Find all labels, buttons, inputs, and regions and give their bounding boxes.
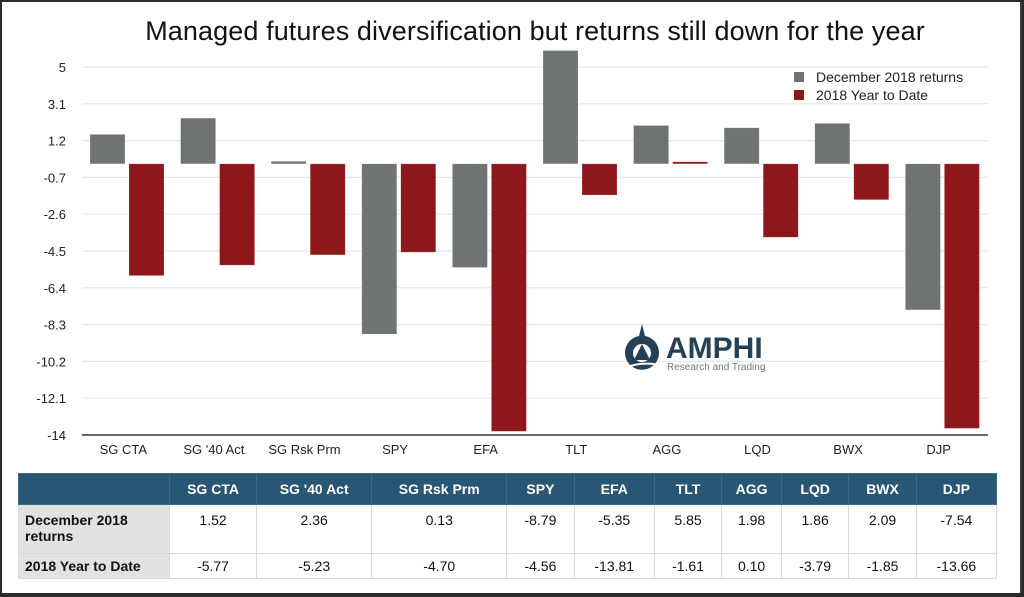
x-tick-label: SPY: [382, 442, 408, 457]
legend-label-ytd: 2018 Year to Date: [816, 87, 928, 103]
table-header-cell: TLT: [653, 473, 723, 505]
y-tick-label: -4.5: [44, 244, 66, 259]
amphi-logo-name: AMPHI: [666, 332, 763, 365]
table-cell: -5.77: [168, 553, 258, 579]
bar-ytd: [581, 163, 618, 196]
table-cell: -7.54: [915, 504, 998, 554]
bar-december: [361, 163, 398, 335]
gridlines: [82, 66, 988, 399]
bar-ytd: [219, 163, 255, 266]
x-tick-label: SG CTA: [100, 442, 148, 457]
table-cell: -5.35: [573, 504, 655, 554]
bar-ytd: [400, 163, 437, 253]
row-label-december: December 2018 returns: [18, 504, 170, 554]
y-tick-label: -6.4: [44, 281, 66, 296]
chart-title: Managed futures diversification but retu…: [145, 16, 925, 46]
x-tick-label: BWX: [833, 442, 863, 457]
bar-chart: 5 3.1 1.2 -0.7 -2.6 -4.5 -6.4 -8.3 -10.2 -12.1 -14…: [36, 50, 988, 457]
table-cell: 5.85: [653, 504, 723, 554]
table-header-cell: EFA: [573, 473, 655, 505]
table-header-row: SG CTA SG '40 Act SG Rsk Prm SPY EFA TLT…: [18, 473, 998, 505]
bar-december: [89, 134, 126, 165]
table-cell: -4.70: [371, 553, 508, 579]
row-label-ytd: 2018 Year to Date: [18, 553, 170, 579]
table-cell: 1.86: [780, 504, 850, 554]
table-cell: -3.79: [780, 553, 850, 579]
y-tick-label: -8.3: [44, 318, 66, 333]
table-cell: 0.10: [721, 553, 782, 579]
table-cell: -8.79: [506, 504, 575, 554]
table-cell: -1.61: [653, 553, 723, 579]
table-header-cell: DJP: [915, 473, 998, 505]
table-cell: -13.66: [915, 553, 998, 579]
bar-december: [542, 50, 579, 165]
bars: [89, 50, 980, 432]
bar-december: [814, 123, 851, 165]
y-tick-label: 1.2: [48, 134, 66, 149]
y-tick-label: 3.1: [48, 97, 66, 112]
returns-table: SG CTA SG '40 Act SG Rsk Prm SPY EFA TLT…: [18, 473, 998, 579]
y-tick-label: -0.7: [44, 170, 66, 185]
table-header-cell: AGG: [721, 473, 782, 505]
amphi-logo-tagline: Research and Trading: [667, 362, 765, 373]
amphi-logo: AMPHI Research and Trading: [621, 324, 765, 373]
bar-december: [633, 125, 669, 165]
bar-ytd: [853, 163, 890, 200]
table-cell: 2.09: [848, 504, 917, 554]
bar-december: [905, 163, 941, 311]
table-header-cell: SG Rsk Prm: [371, 473, 508, 505]
bar-ytd: [762, 163, 799, 238]
amphi-logo-icon: [621, 324, 665, 370]
x-tick-label: TLT: [565, 442, 587, 457]
table-cell: -5.23: [256, 553, 373, 579]
y-tick-label: -2.6: [44, 207, 66, 222]
y-tick-label: -10.2: [36, 354, 66, 369]
table-row: 2018 Year to Date -5.77 -5.23 -4.70 -4.5…: [18, 553, 998, 579]
bar-ytd: [309, 163, 346, 256]
legend-swatch-ytd: [794, 90, 804, 100]
legend-swatch-december: [794, 72, 804, 82]
table-cell: 1.98: [721, 504, 782, 554]
table-cell: -13.81: [573, 553, 655, 579]
legend: December 2018 returns 2018 Year to Date: [794, 69, 963, 103]
legend-label-december: December 2018 returns: [816, 69, 963, 85]
x-tick-label: AGG: [652, 442, 681, 457]
bar-december: [723, 127, 760, 165]
table-header-cell: SG CTA: [168, 473, 258, 505]
x-axis-ticks: SG CTA SG '40 Act SG Rsk Prm SPY EFA TLT AGG LQ…: [100, 442, 951, 457]
table-cell: -4.56: [506, 553, 575, 579]
bar-december: [180, 117, 216, 165]
table-cell: 0.13: [371, 504, 508, 554]
table-header-cell: BWX: [848, 473, 917, 505]
bar-ytd: [944, 163, 980, 429]
bar-ytd: [128, 163, 165, 276]
table-corner: [18, 473, 170, 505]
bar-ytd: [491, 163, 527, 432]
table-header-cell: SG '40 Act: [256, 473, 373, 505]
bar-ytd: [672, 161, 708, 165]
x-tick-label: DJP: [926, 442, 951, 457]
x-tick-label: SG '40 Act: [183, 442, 244, 457]
x-tick-label: SG Rsk Prm: [268, 442, 340, 457]
y-tick-label: -14: [47, 428, 66, 443]
y-axis-ticks: 5 3.1 1.2 -0.7 -2.6 -4.5 -6.4 -8.3 -10.2 -12.1 -14: [36, 60, 66, 443]
table-cell: 1.52: [168, 504, 258, 554]
bar-december: [270, 161, 307, 165]
table-cell: -1.85: [848, 553, 917, 579]
table-row: December 2018 returns 1.52 2.36 0.13 -8.…: [18, 504, 998, 554]
table-cell: 2.36: [256, 504, 373, 554]
x-tick-label: LQD: [744, 442, 771, 457]
table-header-cell: LQD: [780, 473, 850, 505]
y-tick-label: 5: [59, 60, 66, 75]
x-tick-label: EFA: [473, 442, 498, 457]
table-header-cell: SPY: [506, 473, 575, 505]
y-tick-label: -12.1: [36, 391, 66, 406]
bar-december: [452, 163, 488, 268]
